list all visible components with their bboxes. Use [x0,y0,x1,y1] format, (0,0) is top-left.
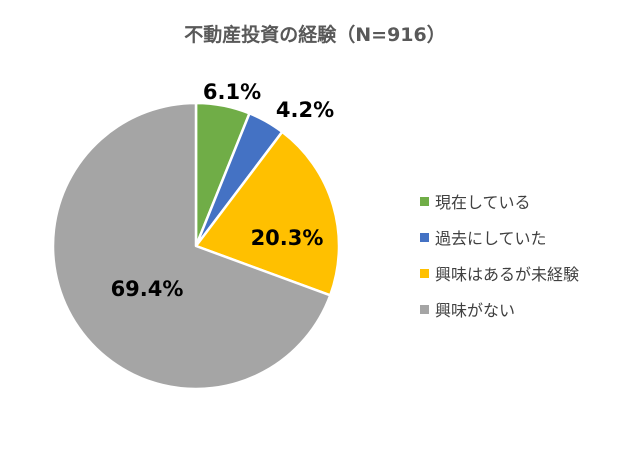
legend-label: 興味はあるが未経験 [435,265,580,284]
data-label: 4.2% [276,98,334,122]
legend-swatch [420,304,429,314]
data-label: 69.4% [111,277,184,301]
legend-label: 興味がない [435,301,516,320]
chart-title: 不動産投資の経験（N=916） [184,24,446,46]
legend: 現在している 過去にしていた 興味はあるが未経験 興味がない [420,183,579,327]
pie-slice [194,130,341,297]
pie-slice [51,101,332,391]
legend-swatch [420,268,429,278]
data-label: 6.1% [203,80,261,104]
data-label: 20.3% [251,226,324,250]
legend-label: 過去にしていた [435,229,547,248]
legend-item: 興味がない [420,291,579,327]
legend-item: 現在している [420,183,579,219]
legend-label: 現在している [435,193,531,212]
legend-item: 過去にしていた [420,219,579,255]
legend-swatch [420,232,429,242]
legend-item: 興味はあるが未経験 [420,255,579,291]
legend-swatch [420,196,429,206]
